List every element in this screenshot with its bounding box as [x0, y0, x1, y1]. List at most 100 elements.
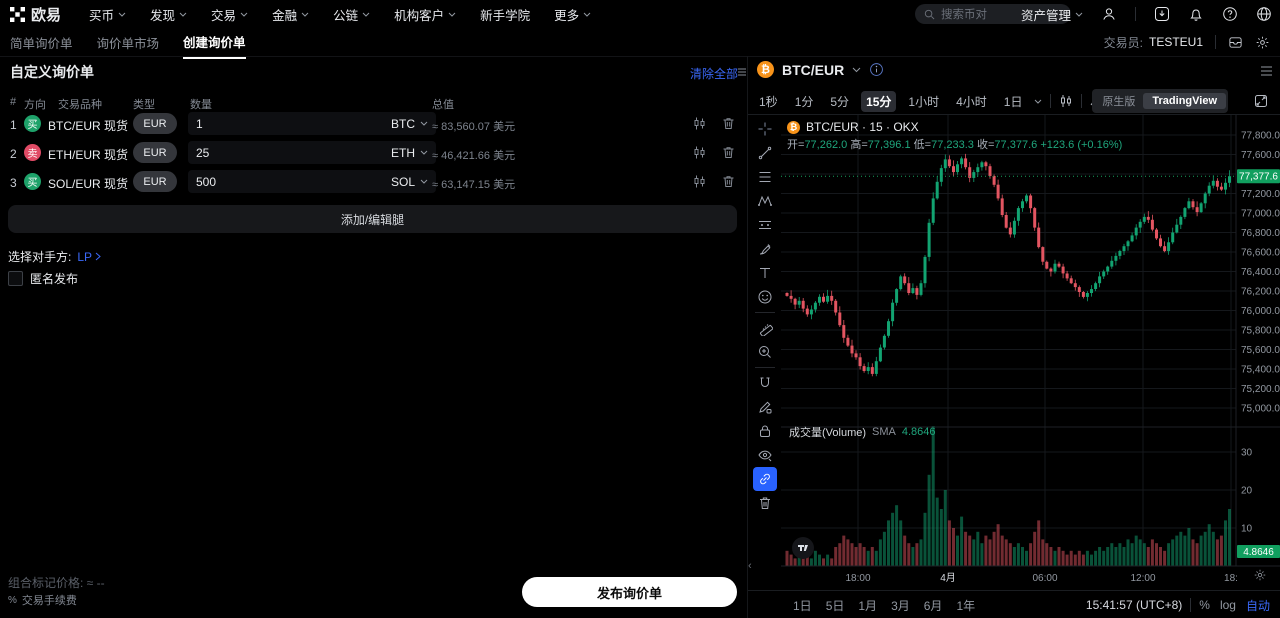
pair-selector[interactable]: BTC/EUR 现货 — [48, 117, 140, 134]
unit-selector[interactable]: BTC — [391, 117, 428, 131]
lock-tool[interactable] — [753, 419, 777, 443]
anonymous-checkbox[interactable] — [8, 271, 23, 286]
svg-text:10: 10 — [1241, 524, 1253, 535]
type-pill[interactable]: EUR — [133, 142, 177, 163]
range-1d[interactable]: 1日 — [793, 598, 812, 613]
tradingview-logo[interactable] — [792, 537, 814, 559]
quantity-input[interactable]: 1 BTC — [188, 112, 436, 135]
bell-icon[interactable] — [1188, 6, 1204, 22]
side-badge-buy: 买 — [24, 173, 41, 190]
tab-simple-rfq[interactable]: 简单询价单 — [10, 36, 73, 51]
delete-icon[interactable] — [721, 116, 736, 131]
nav-item-institutional[interactable]: 机构客户 — [394, 5, 456, 24]
log-scale-button[interactable]: log — [1219, 598, 1236, 612]
order-history-icon[interactable] — [1228, 35, 1243, 50]
chart-icon[interactable] — [692, 145, 707, 160]
delete-icon[interactable] — [721, 174, 736, 189]
percent-scale-button[interactable]: % — [1199, 598, 1210, 612]
counterparty-selector[interactable]: LP — [77, 250, 101, 264]
nav-item-discover[interactable]: 发现 — [150, 5, 187, 24]
chevron-down-icon[interactable] — [852, 67, 861, 73]
nav-item-more[interactable]: 更多 — [554, 5, 591, 24]
long-position-tool[interactable] — [753, 213, 777, 237]
globe-icon[interactable] — [1256, 6, 1272, 22]
top-right-actions: 资产管理 — [1021, 0, 1272, 28]
trend-line-tool[interactable] — [753, 141, 777, 165]
panel-menu-icon[interactable] — [736, 66, 748, 78]
axis-settings-icon[interactable] — [1253, 568, 1267, 582]
download-app-icon[interactable] — [1154, 6, 1170, 22]
delete-icon[interactable] — [721, 145, 736, 160]
nav-item-finance[interactable]: 金融 — [272, 5, 309, 24]
quantity-input[interactable]: 500 SOL — [188, 170, 436, 193]
top-navbar: 欧易 买币 发现 交易 金融 公链 机构客户 新手学院 更多 搜索币对 资产管理 — [0, 0, 1280, 28]
interval-1m[interactable]: 1分 — [794, 94, 814, 109]
nav-item-buy[interactable]: 买币 — [89, 5, 126, 24]
crosshair-tool[interactable] — [753, 117, 777, 141]
chart-menu-icon[interactable] — [1260, 65, 1273, 77]
emoji-tool[interactable] — [753, 285, 777, 309]
fee-label: 交易手续费 — [21, 595, 77, 607]
type-pill[interactable]: EUR — [133, 171, 177, 192]
type-pill[interactable]: EUR — [133, 113, 177, 134]
profile-icon[interactable] — [1101, 6, 1117, 22]
chart-clock[interactable]: 15:41:57 (UTC+8) — [1085, 598, 1183, 612]
xabcd-pattern-tool[interactable] — [753, 189, 777, 213]
auto-scale-button[interactable]: 自动 — [1245, 598, 1270, 613]
gear-icon[interactable] — [1255, 35, 1270, 50]
interval-1s[interactable]: 1秒 — [759, 94, 778, 109]
chart-icon[interactable] — [692, 116, 707, 131]
fib-retracement-tool[interactable] — [753, 165, 777, 189]
native-version-button[interactable]: 原生版 — [1102, 96, 1136, 108]
pair-selector[interactable]: SOL/EUR 现货 — [48, 175, 140, 192]
svg-text:77,377.6: 77,377.6 — [1239, 172, 1278, 183]
edit-drawing-tool[interactable] — [753, 395, 777, 419]
search-input[interactable]: 搜索币对 — [915, 4, 1071, 24]
okx-logo[interactable]: 欧易 — [10, 4, 61, 25]
sync-drawings-tool[interactable] — [752, 467, 777, 491]
hide-drawings-tool[interactable] — [753, 443, 777, 467]
unit-selector[interactable]: SOL — [391, 175, 428, 189]
brush-tool[interactable] — [753, 237, 777, 261]
range-5d[interactable]: 5日 — [825, 598, 845, 613]
divider — [1081, 94, 1083, 108]
add-edit-leg-button[interactable]: 添加/编辑腿 — [8, 205, 737, 233]
interval-15m[interactable]: 15分 — [861, 90, 897, 112]
range-6mo[interactable]: 6月 — [923, 598, 943, 613]
tab-rfq-market[interactable]: 询价单市场 — [96, 36, 160, 51]
svg-text:75,400.0: 75,400.0 — [1241, 365, 1280, 376]
interval-4h[interactable]: 4小时 — [956, 94, 987, 109]
help-icon[interactable] — [1222, 6, 1238, 22]
expand-icon[interactable] — [1254, 94, 1268, 108]
nav-item-academy[interactable]: 新手学院 — [480, 8, 531, 23]
trader-value: TESTEU1 — [1148, 35, 1203, 49]
text-tool[interactable] — [753, 261, 777, 285]
pair-selector[interactable]: ETH/EUR 现货 — [48, 146, 140, 163]
candlestick-chart[interactable]: 77,800.077,600.077,400.077,200.077,000.0… — [781, 115, 1280, 590]
interval-5m[interactable]: 5分 — [830, 94, 850, 109]
interval-1d[interactable]: 1日 — [1003, 94, 1023, 109]
range-1y[interactable]: 1年 — [956, 598, 976, 613]
chevron-down-icon[interactable] — [1034, 99, 1042, 104]
tab-create-rfq[interactable]: 创建询价单 — [183, 32, 246, 59]
tradingview-button[interactable]: TradingView — [1143, 93, 1226, 109]
publish-rfq-button[interactable]: 发布询价单 — [522, 577, 737, 607]
unit-selector[interactable]: ETH — [391, 146, 428, 160]
quantity-input[interactable]: 25 ETH — [188, 141, 436, 164]
info-icon[interactable] — [869, 62, 884, 77]
magnet-tool[interactable] — [753, 371, 777, 395]
remove-drawings-tool[interactable] — [753, 491, 777, 515]
nav-item-chain[interactable]: 公链 — [333, 5, 370, 24]
svg-text:4.8646: 4.8646 — [1243, 547, 1274, 558]
range-1mo[interactable]: 1月 — [858, 598, 878, 613]
interval-1h[interactable]: 1小时 — [908, 94, 940, 109]
zoom-in-tool[interactable] — [753, 340, 777, 364]
clear-all-link[interactable]: 清除全部 — [690, 67, 739, 81]
chart-icon[interactable] — [692, 174, 707, 189]
assets-menu[interactable]: 资产管理 — [1021, 5, 1083, 24]
collapse-toolbar-arrow[interactable]: ‹ — [748, 560, 752, 572]
range-3mo[interactable]: 3月 — [891, 598, 910, 613]
nav-item-trade[interactable]: 交易 — [211, 5, 248, 24]
measure-tool[interactable] — [753, 316, 777, 340]
candle-style-icon[interactable] — [1059, 94, 1073, 108]
